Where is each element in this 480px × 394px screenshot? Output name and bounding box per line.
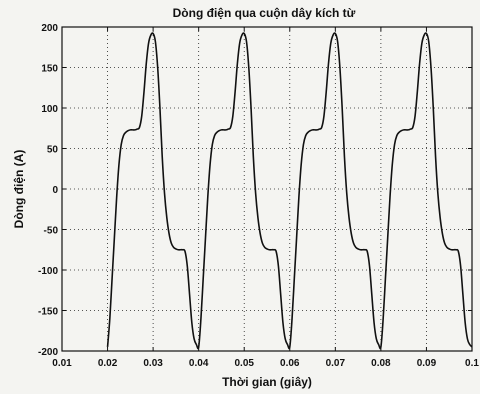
x-tick-label: 0.1 (465, 358, 479, 369)
series-line (106, 32, 473, 350)
x-tick-label: 0.04 (189, 358, 209, 369)
y-tick-label: -200 (38, 347, 58, 358)
y-tick-label: -100 (38, 266, 58, 277)
x-tick-label: 0.06 (280, 358, 300, 369)
y-tick-label: 150 (41, 64, 58, 75)
x-axis-label: Thời gian (giây) (222, 375, 312, 389)
y-axis-label: Dòng điện (A) (12, 150, 26, 229)
y-tick-label: 100 (41, 104, 58, 115)
y-tick-label: 0 (52, 185, 58, 196)
y-tick-label: -150 (38, 307, 58, 318)
y-tick-label: 50 (47, 145, 59, 156)
y-tick-label: 200 (41, 23, 58, 34)
x-tick-labels: 0.01 0.02 0.03 0.04 0.05 0.06 0.07 0.08 0.09 0.1 (52, 358, 479, 369)
grid (62, 27, 472, 351)
x-tick-label: 0.03 (143, 358, 163, 369)
x-tick-label: 0.01 (52, 358, 72, 369)
x-tick-label: 0.02 (98, 358, 118, 369)
x-tick-label: 0.07 (326, 358, 346, 369)
chart-title: Dòng điện qua cuộn dây kích từ (173, 6, 356, 20)
y-tick-label: -50 (44, 226, 59, 237)
x-tick-label: 0.08 (371, 358, 391, 369)
y-tick-labels: 200 150 100 50 0 -50 -100 -150 -200 (38, 23, 58, 358)
x-tick-label: 0.09 (417, 358, 437, 369)
x-tick-label: 0.05 (234, 358, 254, 369)
